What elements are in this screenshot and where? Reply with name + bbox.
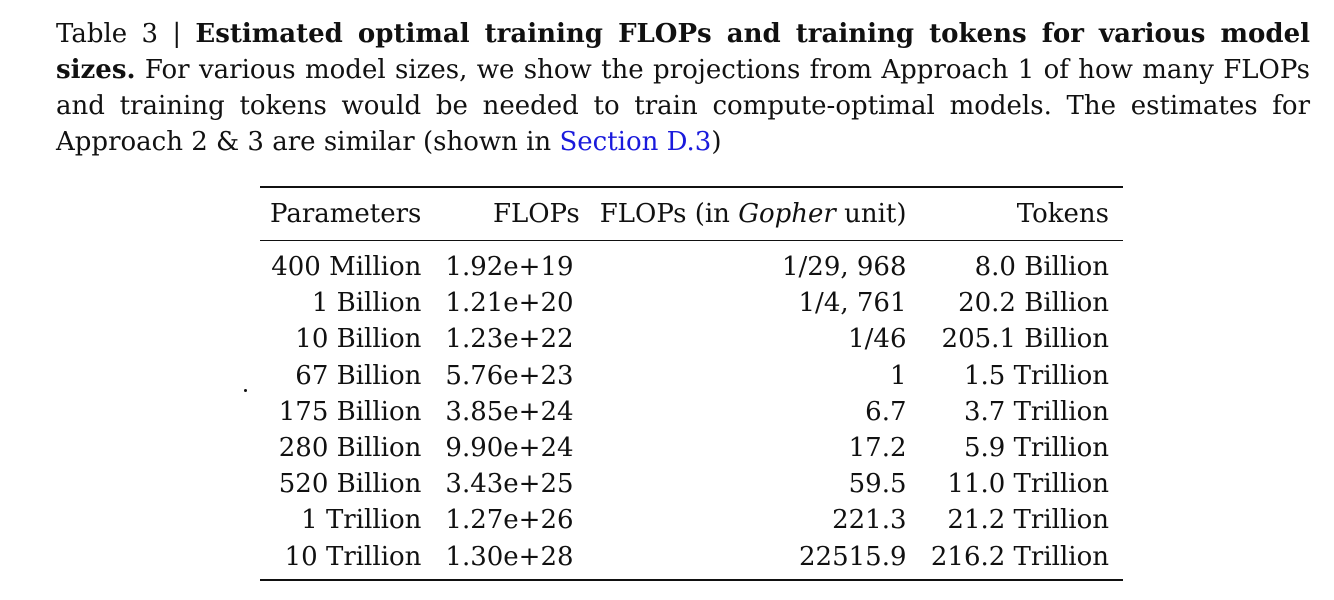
table-header-rule	[260, 240, 1123, 241]
cell-flops-gopher: 1	[889, 360, 907, 391]
cell-parameters: 67 Billion	[295, 360, 422, 391]
table-row: 10 Trillion 1.30e+28 22515.9 216.2 Trillion	[260, 539, 1123, 579]
caption-closing: )	[711, 127, 722, 157]
caption-body: For various model sizes, we show the pro…	[56, 55, 1310, 157]
cell-parameters: 400 Million	[271, 252, 422, 283]
cell-tokens: 20.2 Billion	[958, 288, 1109, 319]
table-row: 520 Billion 3.43e+25 59.5 11.0 Trillion	[260, 466, 1123, 502]
table-body: 400 Million 1.92e+19 1/29, 968 8.0 Billion 1…	[260, 241, 1123, 579]
cell-flops-gopher: 59.5	[848, 469, 907, 500]
caption-title: Estimated optimal training FLOPs and tra…	[56, 19, 1310, 85]
cell-flops-gopher: 6.7	[865, 396, 907, 427]
cell-parameters: 520 Billion	[278, 469, 422, 500]
cell-parameters: 175 Billion	[278, 396, 422, 427]
table-row: 175 Billion 3.85e+24 6.7 3.7 Trillion	[260, 394, 1123, 430]
cell-flops-gopher: 1/29, 968	[781, 252, 907, 283]
cell-flops-gopher: 221.3	[832, 505, 907, 536]
cell-parameters: 280 Billion	[278, 433, 422, 464]
table-row: 1 Trillion 1.27e+26 221.3 21.2 Trillion	[260, 502, 1123, 538]
section-link[interactable]: Section D.3	[559, 127, 712, 157]
cell-flops-gopher: 1/46	[848, 324, 907, 355]
cell-parameters: 10 Trillion	[284, 541, 422, 572]
table-header-row: Parameters FLOPs FLOPs (in Gopher unit) …	[260, 188, 1123, 240]
table-row: 280 Billion 9.90e+24 17.2 5.9 Trillion	[260, 430, 1123, 466]
table-row: 400 Million 1.92e+19 1/29, 968 8.0 Billion	[260, 241, 1123, 285]
cell-tokens: 3.7 Trillion	[963, 396, 1109, 427]
table-row: 10 Billion 1.23e+22 1/46 205.1 Billion	[260, 321, 1123, 357]
cell-flops: 3.43e+25	[445, 469, 574, 500]
header-gopher-suffix: unit)	[835, 199, 907, 229]
cell-tokens: 21.2 Trillion	[947, 505, 1109, 536]
header-gopher-italic: Gopher	[738, 199, 836, 229]
stray-dot	[244, 389, 247, 392]
cell-flops-gopher: 22515.9	[798, 541, 907, 572]
cell-flops-gopher: 17.2	[848, 433, 907, 464]
data-table: Parameters FLOPs FLOPs (in Gopher unit) …	[260, 188, 1123, 579]
cell-tokens: 205.1 Billion	[941, 324, 1109, 355]
cell-parameters: 1 Billion	[311, 288, 422, 319]
table-row: 67 Billion 5.76e+23 1 1.5 Trillion	[260, 358, 1123, 394]
cell-tokens: 1.5 Trillion	[963, 360, 1109, 391]
table-top-rule	[260, 186, 1123, 188]
header-tokens: Tokens	[1016, 199, 1109, 229]
cell-tokens: 11.0 Trillion	[947, 469, 1109, 500]
cell-flops: 9.90e+24	[445, 433, 574, 464]
header-gopher-prefix: FLOPs (in	[599, 199, 739, 229]
cell-flops: 3.85e+24	[445, 396, 574, 427]
cell-flops: 1.30e+28	[445, 541, 574, 572]
cell-flops: 1.23e+22	[445, 324, 574, 355]
caption-label: Table 3 |	[56, 19, 196, 49]
table-row: 1 Billion 1.21e+20 1/4, 761 20.2 Billion	[260, 285, 1123, 321]
cell-tokens: 8.0 Billion	[974, 252, 1109, 283]
header-parameters: Parameters	[270, 199, 422, 229]
header-flops: FLOPs	[492, 199, 580, 229]
cell-flops: 1.92e+19	[445, 252, 574, 283]
cell-tokens: 216.2 Trillion	[930, 541, 1109, 572]
header-flops-gopher: FLOPs (in Gopher unit)	[590, 188, 917, 240]
cell-tokens: 5.9 Trillion	[963, 433, 1109, 464]
cell-flops: 5.76e+23	[445, 360, 574, 391]
table-bottom-rule	[260, 578, 1123, 581]
data-table-container: Parameters FLOPs FLOPs (in Gopher unit) …	[260, 186, 1123, 581]
table-caption: Table 3 | Estimated optimal training FLO…	[56, 16, 1310, 160]
cell-parameters: 10 Billion	[295, 324, 422, 355]
cell-flops: 1.27e+26	[445, 505, 574, 536]
cell-flops: 1.21e+20	[445, 288, 574, 319]
cell-flops-gopher: 1/4, 761	[798, 288, 907, 319]
cell-parameters: 1 Trillion	[301, 505, 422, 536]
